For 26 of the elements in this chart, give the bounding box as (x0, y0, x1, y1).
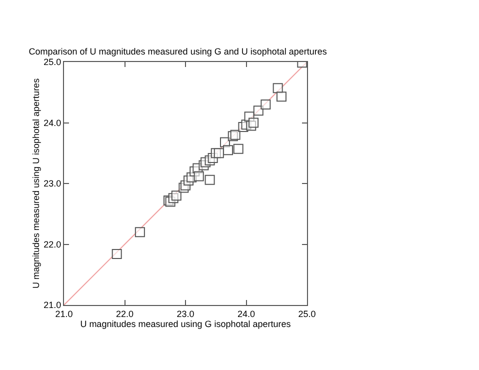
point (112, 248, 122, 259)
point (171, 190, 182, 201)
point (214, 148, 224, 158)
point (134, 227, 145, 238)
x-tick-label: 25.0 (298, 308, 316, 319)
y-tick-label: 21.0 (44, 300, 62, 310)
y-axis-title: U magnitudes measured using U isophotal apertures (31, 78, 42, 289)
x-tick-label: 23.0 (176, 308, 194, 319)
point (248, 118, 259, 128)
y-tick-label: 23.0 (44, 178, 62, 189)
point (223, 145, 234, 156)
x-tick-label: 24.0 (237, 308, 256, 319)
point (233, 144, 244, 154)
x-tick-label: 21.0 (55, 308, 73, 319)
point (230, 130, 240, 140)
chart-title: Comparison of U magnitudes measured using G and U isophotal apertures (28, 46, 328, 56)
y-tick-label: 25.0 (44, 57, 62, 68)
point (194, 171, 204, 182)
x-axis-title: U magnitudes measured using G isophotal apertures (80, 318, 292, 329)
point (260, 100, 271, 110)
y-tick-label: 22.0 (44, 239, 62, 250)
y-tick-label: 24.0 (44, 118, 62, 128)
point (272, 83, 283, 94)
x-tick-label: 22.0 (116, 308, 134, 319)
point (204, 174, 215, 185)
point (276, 92, 286, 102)
